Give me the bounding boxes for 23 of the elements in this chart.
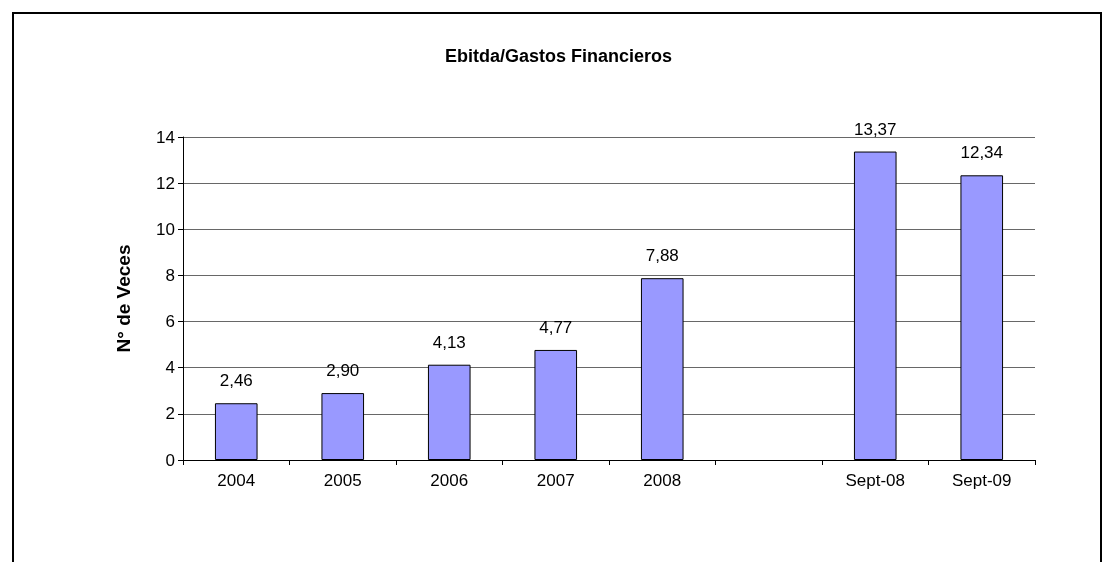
data-label: 4,13 (432, 332, 466, 352)
y-tick-label: 0 (165, 450, 175, 470)
x-tick-label: Sept-08 (845, 471, 906, 490)
data-label: 2,46 (219, 371, 253, 391)
chart-title: Ebitda/Gastos Financieros (444, 46, 673, 66)
x-tick-label: 2008 (643, 471, 682, 490)
y-tick-label: 6 (165, 312, 175, 332)
y-tick-label: 12 (156, 173, 175, 193)
x-tick-label: Sept-09 (951, 471, 1012, 490)
y-tick-label: 10 (156, 219, 175, 239)
y-axis-title: N° de Veces (113, 244, 134, 353)
x-tick-label: 2006 (430, 471, 469, 490)
y-tick-label: 8 (165, 265, 175, 285)
y-tick-label: 14 (156, 127, 175, 147)
data-label: 7,88 (645, 246, 679, 266)
data-label: 4,77 (539, 317, 573, 337)
data-label: 12,34 (960, 143, 1004, 163)
y-tick-label: 4 (165, 358, 175, 378)
y-tick-label: 2 (165, 404, 175, 424)
data-label: 13,37 (853, 119, 897, 139)
x-tick-label: 2005 (323, 471, 362, 490)
x-tick-label: 2007 (536, 471, 575, 490)
x-tick-label: 2004 (217, 471, 256, 490)
